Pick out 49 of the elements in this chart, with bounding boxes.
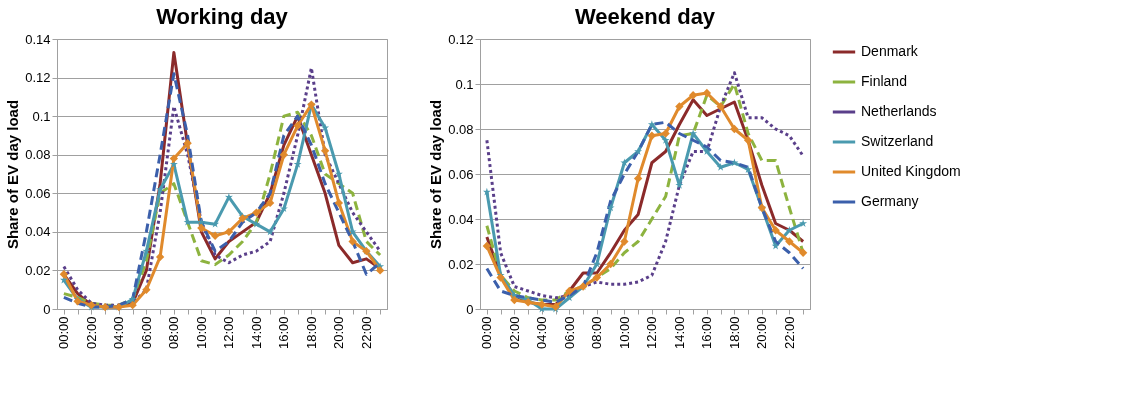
- legend-label: Germany: [861, 193, 919, 209]
- x-tick-label: 22:00: [358, 316, 374, 350]
- x-tick-label: 00:00: [56, 316, 72, 350]
- x-tick-label: 12:00: [644, 316, 660, 350]
- y-tick-label: 0.06: [25, 185, 51, 201]
- legend-label: Denmark: [861, 43, 919, 59]
- x-tick-label: 06:00: [561, 316, 577, 350]
- x-tick-label: 14:00: [671, 316, 687, 350]
- x-tick-label: 20:00: [754, 316, 770, 350]
- x-tick-label: 14:00: [248, 316, 264, 350]
- y-tick-label: 0.12: [25, 70, 51, 86]
- y-tick-label: 0.08: [448, 121, 474, 137]
- legend-label: Finland: [861, 73, 907, 89]
- x-tick-label: 04:00: [111, 316, 127, 350]
- x-tick-label: 02:00: [83, 316, 99, 350]
- y-tick-label: 0.04: [448, 211, 474, 227]
- y-axis-title: Share of EV day load: [427, 99, 445, 250]
- x-tick-label: 04:00: [534, 316, 550, 350]
- y-tick-label: 0.08: [25, 147, 51, 163]
- x-tick-label: 00:00: [479, 316, 495, 350]
- y-tick-label: 0: [43, 301, 51, 317]
- x-tick-label: 06:00: [138, 316, 154, 350]
- x-tick-label: 16:00: [699, 316, 715, 350]
- y-tick-label: 0.02: [448, 256, 474, 272]
- legend-label: United Kingdom: [861, 163, 961, 179]
- x-tick-label: 16:00: [276, 316, 292, 350]
- legend-label: Netherlands: [861, 103, 937, 119]
- x-tick-label: 12:00: [221, 316, 237, 350]
- x-tick-label: 18:00: [726, 316, 742, 350]
- y-axis-title: Share of EV day load: [4, 99, 22, 250]
- y-tick-label: 0.14: [25, 31, 51, 47]
- y-tick-label: 0.12: [448, 31, 474, 47]
- y-tick-label: 0.1: [32, 108, 51, 124]
- y-tick-label: 0.06: [448, 166, 474, 182]
- chart-title: Weekend day: [574, 4, 716, 29]
- x-tick-label: 08:00: [589, 316, 605, 350]
- x-tick-label: 20:00: [331, 316, 347, 350]
- x-tick-label: 10:00: [193, 316, 209, 350]
- x-tick-label: 18:00: [303, 316, 319, 350]
- y-tick-label: 0.02: [25, 262, 51, 278]
- x-tick-label: 22:00: [781, 316, 797, 350]
- legend-label: Switzerland: [861, 133, 934, 149]
- x-tick-label: 10:00: [616, 316, 632, 350]
- y-tick-label: 0.04: [25, 224, 51, 240]
- chart-title: Working day: [156, 4, 289, 29]
- x-tick-label: 02:00: [506, 316, 522, 350]
- y-tick-label: 0.1: [455, 76, 474, 92]
- y-tick-label: 0: [466, 301, 474, 317]
- x-tick-label: 08:00: [166, 316, 182, 350]
